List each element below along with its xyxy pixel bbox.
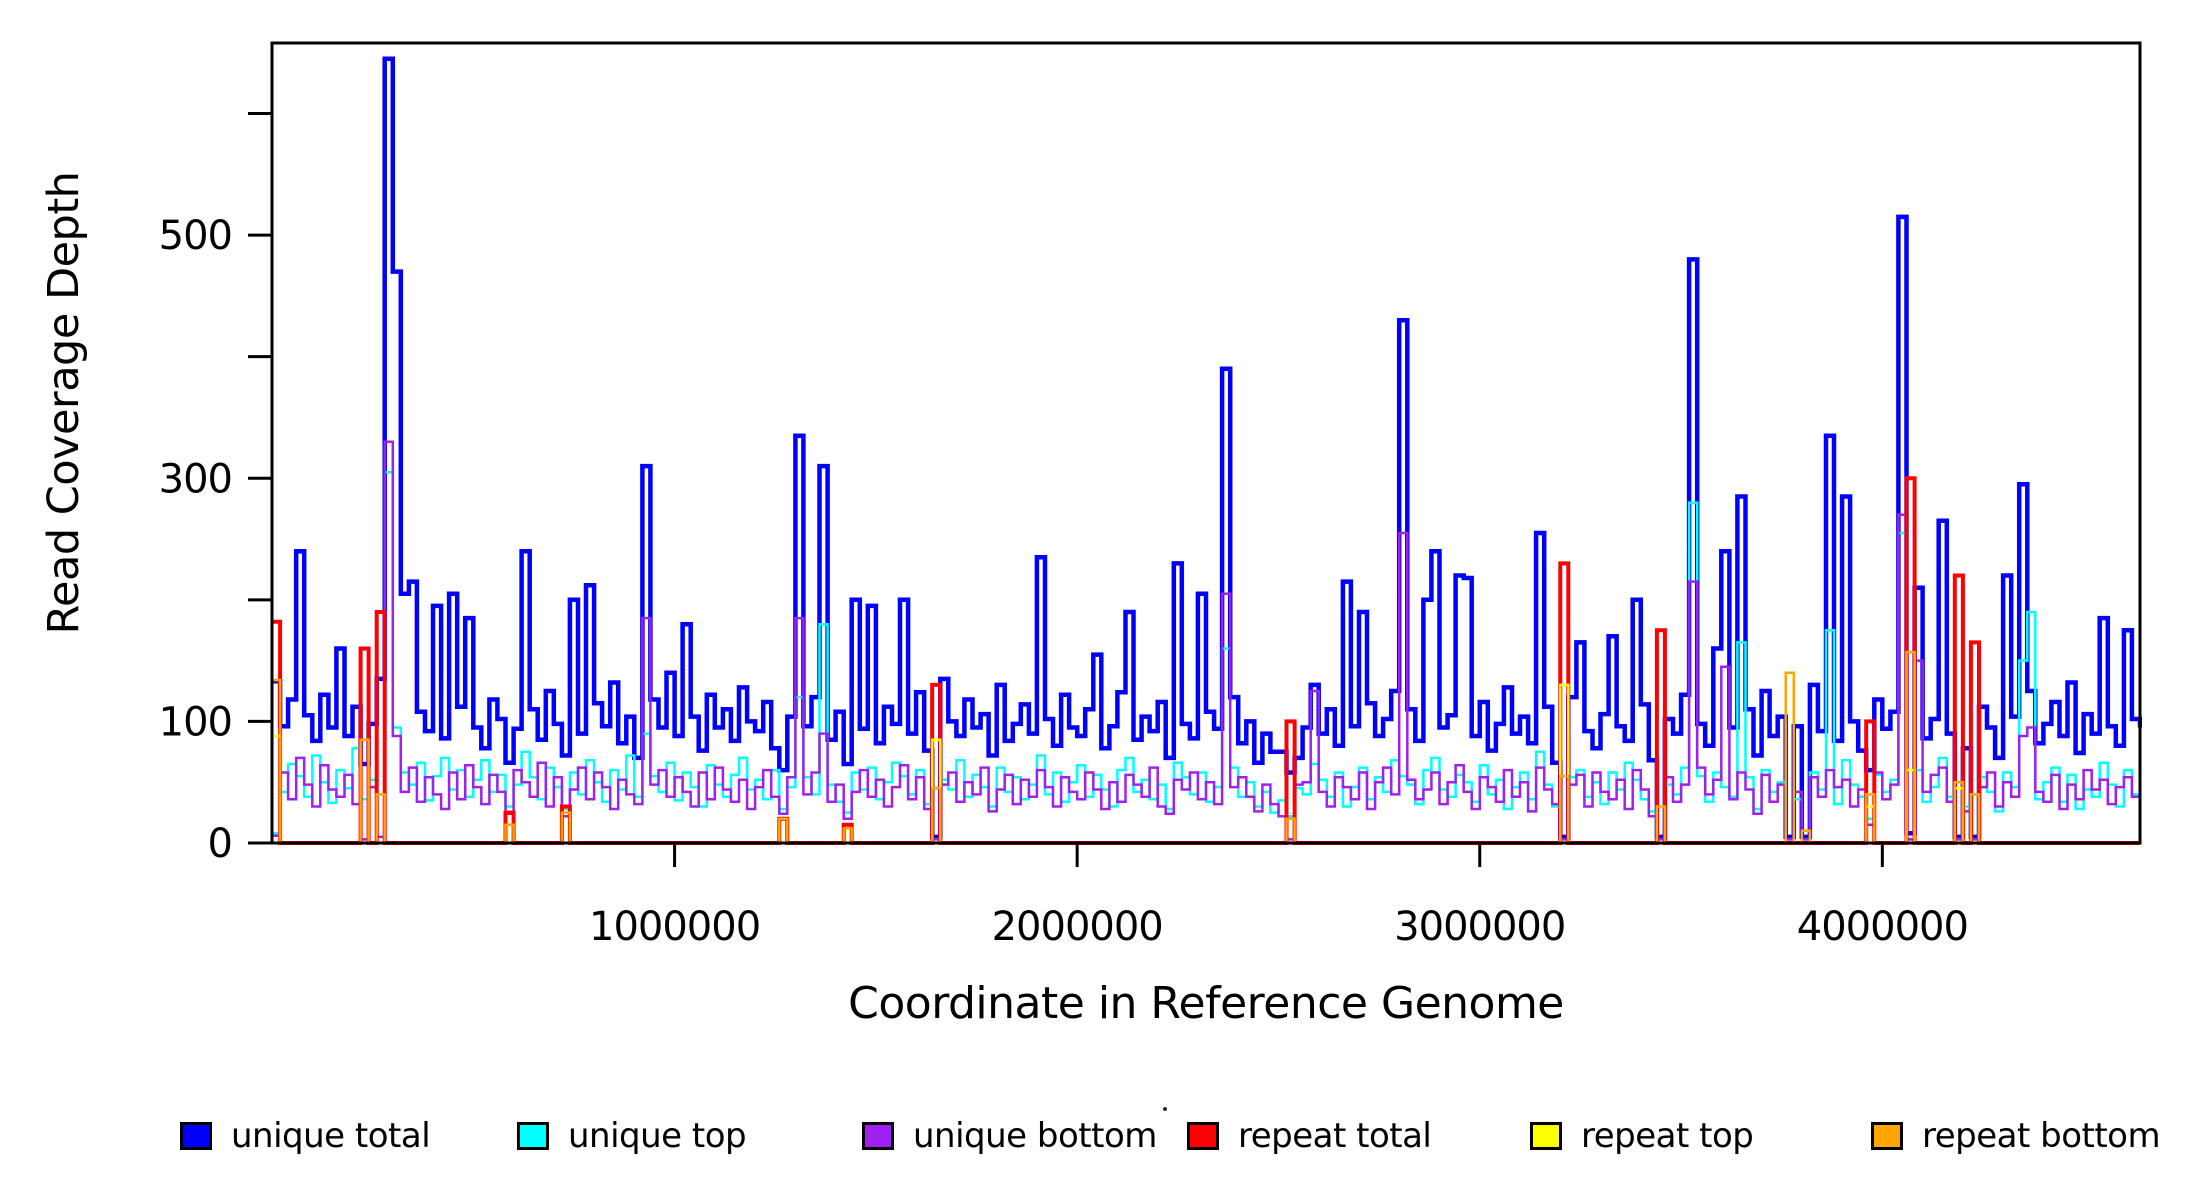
legend-label: unique top xyxy=(568,1116,747,1156)
x-tick-label: 1000000 xyxy=(589,904,760,950)
unique-total-swatch-icon xyxy=(180,1122,212,1150)
x-tick-label: 3000000 xyxy=(1394,904,1565,950)
stray-dot xyxy=(1163,1107,1167,1111)
series-group xyxy=(272,56,2142,845)
y-tick-label: 100 xyxy=(159,699,232,745)
legend-item-unique-total: unique total xyxy=(180,1110,431,1162)
legend-label: unique bottom xyxy=(913,1116,1157,1156)
x-axis-ticks: 1000000 2000000 3000000 4000000 xyxy=(589,843,1969,950)
series-line-unique-total xyxy=(272,56,2142,840)
legend-item-repeat-bottom: repeat bottom xyxy=(1871,1110,2161,1162)
legend-label: repeat total xyxy=(1238,1116,1432,1156)
legend-label: repeat top xyxy=(1581,1116,1754,1156)
unique-bottom-swatch-icon xyxy=(862,1122,894,1150)
repeat-total-swatch-icon xyxy=(1187,1122,1219,1150)
legend-item-unique-bottom: unique bottom xyxy=(862,1110,1157,1162)
y-tick-label: 0 xyxy=(208,821,232,867)
repeat-bottom-swatch-icon xyxy=(1871,1122,1903,1150)
x-tick-label: 4000000 xyxy=(1797,904,1968,950)
y-axis-ticks: 0 100 300 500 xyxy=(159,112,272,867)
x-axis-title: Coordinate in Reference Genome xyxy=(848,978,1564,1029)
y-tick-label: 300 xyxy=(159,456,232,502)
plot-border xyxy=(270,41,2142,845)
legend-item-unique-top: unique top xyxy=(517,1110,747,1162)
y-axis-title: Read Coverage Depth xyxy=(39,171,89,635)
legend-label: unique total xyxy=(231,1116,431,1156)
x-tick-label: 2000000 xyxy=(992,904,1163,950)
legend-label: repeat bottom xyxy=(1922,1116,2161,1156)
y-tick-label: 500 xyxy=(159,213,232,259)
legend-item-repeat-top: repeat top xyxy=(1530,1110,1754,1162)
legend-item-repeat-total: repeat total xyxy=(1187,1110,1432,1162)
repeat-top-swatch-icon xyxy=(1530,1122,1562,1150)
series-line-unique-bottom xyxy=(272,440,2142,841)
unique-top-swatch-icon xyxy=(517,1122,549,1150)
